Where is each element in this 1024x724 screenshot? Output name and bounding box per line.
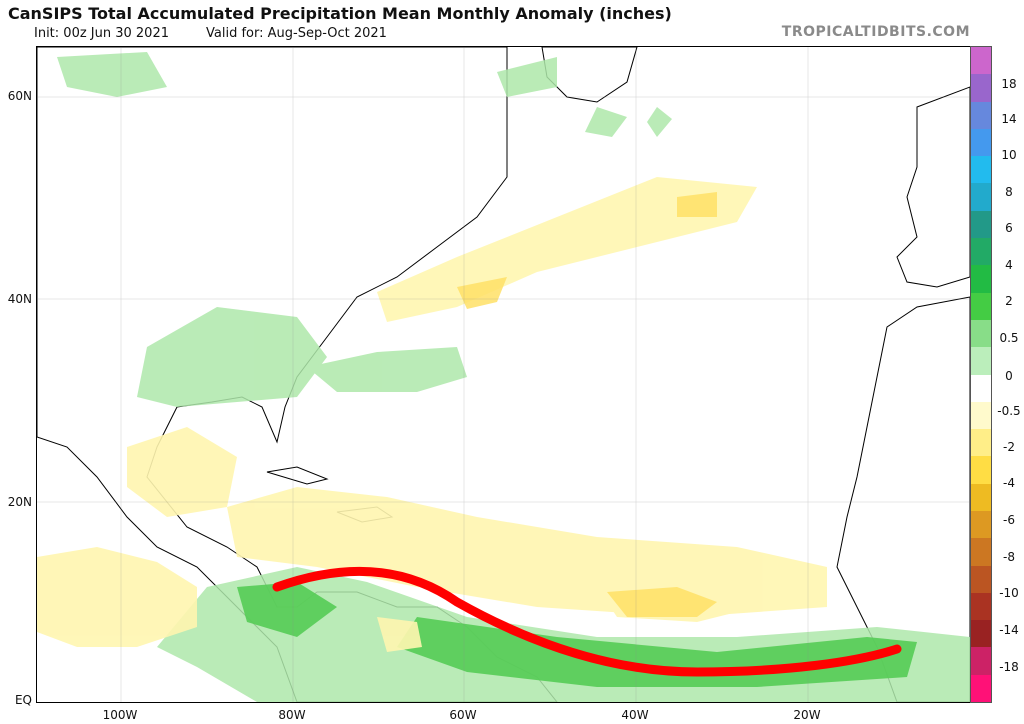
colorbar-cell: [971, 538, 991, 567]
colorbar-tick-label: -10: [999, 586, 1019, 600]
colorbar-tick-label: -14: [999, 623, 1019, 637]
colorbar-tick-label: -8: [1003, 550, 1015, 564]
colorbar-cell: [971, 47, 991, 75]
colorbar-cell: [971, 647, 991, 676]
lat-label-eq: EQ: [14, 693, 32, 707]
colorbar-cell: [971, 347, 991, 375]
southeast-us-wet: [137, 307, 327, 407]
colorbar-tick-label: 0.5: [999, 331, 1019, 345]
gulf-coast-wet: [237, 582, 337, 637]
dry-anomaly-layer: [37, 177, 827, 652]
labrador-sea-wet: [585, 107, 672, 137]
europe-land: [896, 86, 970, 288]
colorbar-cell: [971, 429, 991, 457]
colorbar-cell: [971, 401, 991, 430]
colorbar-cell: [971, 456, 991, 485]
colorbar-cell: [971, 483, 991, 512]
colorbar-legend: [970, 46, 992, 703]
colorbar-tick-label: -0.5: [997, 404, 1021, 418]
colorbar-tick-label: -6: [1003, 513, 1015, 527]
chart-title: CanSIPS Total Accumulated Precipitation …: [8, 4, 672, 23]
colorbar-tick-label: 2: [1005, 294, 1013, 308]
africa-land: [836, 296, 970, 702]
east-atlantic-wet: [497, 57, 557, 97]
colorbar-cell: [971, 620, 991, 648]
lon-label-40w: 40W: [621, 708, 649, 722]
colorbar-cell: [971, 292, 991, 321]
colorbar-cell: [971, 592, 991, 621]
colorbar-cell: [971, 674, 991, 703]
colorbar-cell: [971, 183, 991, 212]
lon-label-100w: 100W: [102, 708, 138, 722]
colorbar-cell: [971, 565, 991, 594]
colorbar-cell: [971, 74, 991, 103]
colorbar-cell: [971, 238, 991, 266]
colorbar-tick-label: -2: [1003, 440, 1015, 454]
colombia-dry: [377, 617, 422, 652]
colorbar-cell: [971, 374, 991, 403]
north-greenland-wet: [57, 52, 167, 97]
mid-atlantic-dry-core: [607, 587, 717, 617]
lon-label-80w: 80W: [278, 708, 306, 722]
lat-label-40n: 40N: [7, 292, 32, 306]
colorbar-tick-label: -18: [999, 660, 1019, 674]
strong-dry-layer: [457, 192, 717, 617]
colorbar-cell: [971, 319, 991, 348]
lat-label-60n: 60N: [7, 89, 32, 103]
lon-label-20w: 20W: [793, 708, 821, 722]
map-canvas: [37, 47, 970, 702]
colorbar-tick-label: 6: [1005, 221, 1013, 235]
atlantic-coast-wet: [307, 347, 467, 392]
eastern-pacific-dry: [37, 547, 197, 647]
colorbar-cell: [971, 101, 991, 130]
colorbar-cell: [971, 210, 991, 239]
colorbar-tick-label: -4: [1003, 476, 1015, 490]
colorbar-tick-label: 8: [1005, 185, 1013, 199]
colorbar-tick-label: 4: [1005, 258, 1013, 272]
colorbar-tick-label: 14: [1001, 112, 1017, 126]
gulf-dry: [127, 427, 237, 517]
colorbar-tick-label: 0: [1005, 369, 1013, 383]
lat-label-20n: 20N: [7, 495, 32, 509]
colorbar-tick-label: 10: [1001, 148, 1017, 162]
colorbar-cell: [971, 510, 991, 539]
mdr-track-line: [272, 566, 902, 677]
brand-watermark: TROPICALTIDBITS.COM: [781, 24, 970, 40]
init-time: Init: 00z Jun 30 2021: [34, 26, 169, 41]
graticule: [37, 47, 970, 702]
colorbar-cell: [971, 265, 991, 294]
colorbar-cell: [971, 156, 991, 184]
map-panel: [36, 46, 971, 703]
subtropical-dry-core: [457, 192, 717, 309]
colorbar-tick-label: 18: [1001, 77, 1017, 91]
valid-period: Valid for: Aug-Sep-Oct 2021: [206, 26, 387, 41]
colorbar-cell: [971, 128, 991, 157]
lon-label-60w: 60W: [449, 708, 477, 722]
